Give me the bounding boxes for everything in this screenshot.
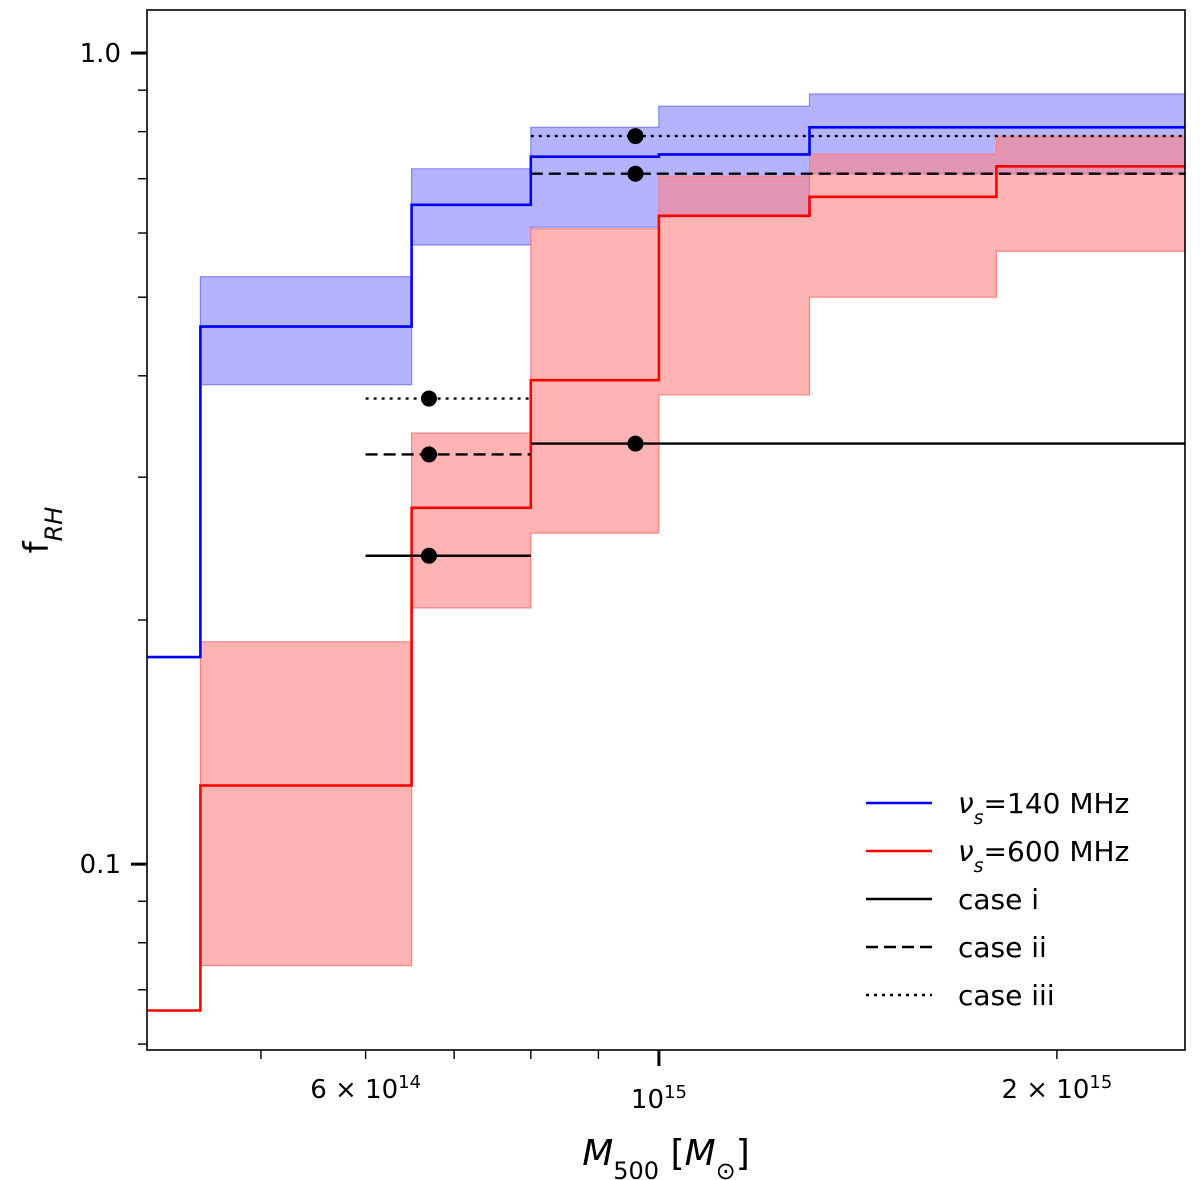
legend-label-3: case ii [958,931,1047,964]
step-lines [147,126,1185,1012]
x-tick-label-0: 6 × 1014 [310,1072,421,1106]
y-axis-title: fRH [17,507,68,554]
data-points [365,128,1185,564]
data-point-4 [627,165,644,182]
step-line-series-1 [147,165,1185,1012]
data-point-5 [627,128,644,145]
data-point-0 [420,547,437,564]
y-tick-label-1: 0.1 [80,850,121,880]
data-point-2 [420,390,437,407]
data-point-3 [627,435,644,452]
x-tick-label-2: 2 × 1015 [1001,1072,1112,1106]
step-line-series-0 [147,126,1185,659]
legend: νs=140 MHz νs=600 MHz case i case ii case ii… [866,787,1129,1012]
legend-label-1: νs=600 MHz [958,835,1129,877]
x-axis-title: M500 [M⊙] [582,1133,750,1180]
legend-label-4: case iii [958,979,1055,1012]
y-tick-label-0: 1.0 [80,39,121,69]
x-tick-label-1: 1015 [631,1082,687,1116]
legend-label-2: case i [958,883,1039,916]
data-point-1 [420,446,437,463]
legend-label-0: νs=140 MHz [958,787,1129,829]
plot-frame [146,9,1186,1051]
axes: 1.0 0.1 6 × 1014 1015 2 × 1015 M500 [M⊙] fRH [17,9,1186,1180]
